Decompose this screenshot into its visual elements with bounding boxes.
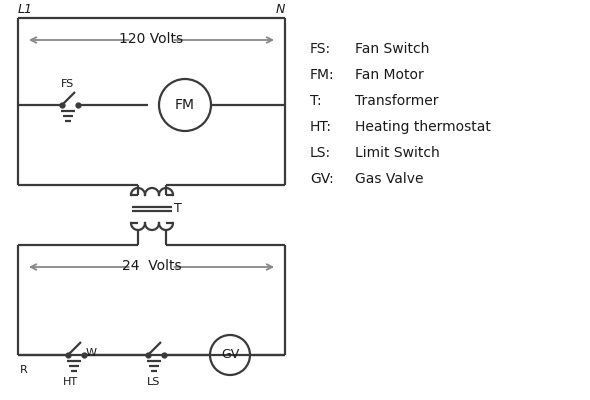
Text: 120 Volts: 120 Volts <box>119 32 183 46</box>
Text: LS: LS <box>148 377 160 387</box>
Text: N: N <box>276 3 285 16</box>
Text: R: R <box>20 365 28 375</box>
Text: GV:: GV: <box>310 172 334 186</box>
Text: Gas Valve: Gas Valve <box>355 172 424 186</box>
Text: FS: FS <box>61 79 74 89</box>
Text: HT: HT <box>63 377 77 387</box>
Text: FM:: FM: <box>310 68 335 82</box>
Text: FM: FM <box>175 98 195 112</box>
Text: T:: T: <box>310 94 322 108</box>
Text: FS:: FS: <box>310 42 331 56</box>
Text: W: W <box>86 348 97 358</box>
Text: GV: GV <box>221 348 239 362</box>
Text: Fan Motor: Fan Motor <box>355 68 424 82</box>
Text: HT:: HT: <box>310 120 332 134</box>
Text: Limit Switch: Limit Switch <box>355 146 440 160</box>
Text: 24  Volts: 24 Volts <box>122 259 181 273</box>
Text: T: T <box>174 202 182 216</box>
Text: LS:: LS: <box>310 146 331 160</box>
Text: Fan Switch: Fan Switch <box>355 42 430 56</box>
Text: L1: L1 <box>18 3 33 16</box>
Text: Transformer: Transformer <box>355 94 438 108</box>
Text: Heating thermostat: Heating thermostat <box>355 120 491 134</box>
